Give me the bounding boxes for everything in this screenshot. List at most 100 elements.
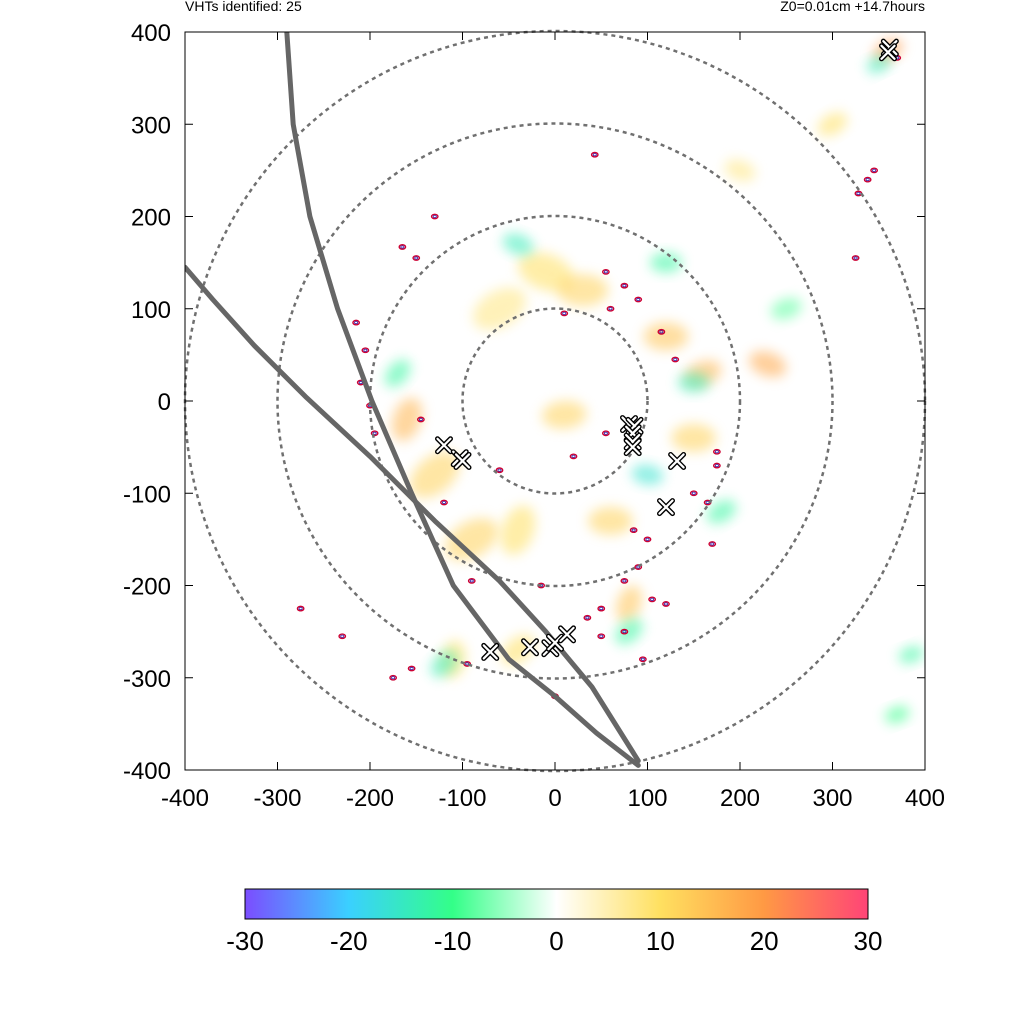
contour-spot-inner <box>441 500 446 504</box>
contour-spot <box>597 633 606 640</box>
contour-spot <box>440 499 448 506</box>
contour-spot <box>430 213 439 220</box>
contour-spot-inner <box>645 537 650 541</box>
y-tick-label: 200 <box>131 205 171 232</box>
field-blob <box>557 274 609 307</box>
field-blob <box>384 359 411 388</box>
field-blob <box>588 506 633 535</box>
contour-spot <box>854 190 863 197</box>
vht-marker <box>453 451 472 470</box>
field-blob <box>500 505 536 555</box>
vht-marker <box>558 625 577 644</box>
y-tick-label: 400 <box>131 20 171 47</box>
contour-spot-inner <box>673 357 678 361</box>
y-tick-label: 300 <box>131 112 171 139</box>
contour-spot <box>620 628 629 635</box>
y-tick-label: -400 <box>123 758 171 785</box>
contour-spot-inner <box>414 256 419 260</box>
field-blob <box>643 322 689 351</box>
contour-spot-inner <box>856 191 861 195</box>
field-blob <box>615 618 643 645</box>
field-blob <box>817 112 848 137</box>
contour-spot-inner <box>432 214 437 218</box>
contour-spot <box>634 296 643 303</box>
contour-spot <box>708 541 717 547</box>
x-tick-label: 100 <box>627 785 667 812</box>
contour-spot-inner <box>585 616 590 620</box>
contour-spot-inner <box>865 178 870 182</box>
colorbar-tick-label: -10 <box>434 926 472 956</box>
contour-spot <box>296 605 305 612</box>
field-blob <box>502 233 534 256</box>
vht-marker <box>546 633 564 652</box>
vht-marker-inner <box>559 626 575 642</box>
field-blob <box>749 351 787 378</box>
contour-spot <box>870 167 879 174</box>
contour-spot-inner <box>599 607 604 611</box>
colorbar-tick-label: 20 <box>750 926 779 956</box>
x-tick-label: -200 <box>346 785 394 812</box>
x-tick-label: 400 <box>905 785 945 812</box>
field-blob <box>445 518 499 561</box>
vht-marker-inner <box>658 499 674 515</box>
field-blob <box>866 55 891 74</box>
contour-spot-inner <box>599 634 604 638</box>
contour-spot-inner <box>631 528 636 532</box>
contour-spot <box>597 605 606 612</box>
contour-spot-inner <box>298 607 303 611</box>
vht-marker-inner <box>454 453 471 469</box>
contour-spot-inner <box>622 579 627 583</box>
contour-spot <box>370 430 379 437</box>
colorbar <box>244 888 869 920</box>
contour-spot <box>361 347 370 354</box>
contour-spot-inner <box>622 630 627 634</box>
x-tick-label: 0 <box>548 785 561 812</box>
contour-spot <box>648 596 657 603</box>
contour-spot-inner <box>562 311 567 315</box>
vorticity-field <box>384 38 924 724</box>
field-blob <box>706 499 737 524</box>
contour-spot <box>389 674 398 681</box>
vht-marker <box>521 638 540 657</box>
contour-spot-inner <box>636 565 641 569</box>
vht-marker-inner <box>522 639 538 655</box>
field-blob <box>391 397 423 442</box>
vht-marker-inner <box>436 437 452 453</box>
field-blob <box>671 423 717 452</box>
contour-spot-inner <box>659 330 664 334</box>
contour-spot-inner <box>358 381 363 385</box>
y-tick-label: 100 <box>131 297 171 324</box>
contour-spot <box>495 467 504 474</box>
contour-spot <box>712 462 721 469</box>
contour-spot <box>398 244 407 250</box>
contour-spot-inner <box>409 667 414 671</box>
contour-spot <box>560 310 569 317</box>
x-tick-label: -400 <box>161 785 209 812</box>
axes: -400 -300 -200 -100 0 100 200 300 400 400 300 200 10… <box>123 20 945 812</box>
contour-spot <box>620 282 629 289</box>
contour-spot <box>601 430 610 437</box>
field-blob <box>884 705 910 724</box>
contour-spot-inner <box>372 431 377 435</box>
contour-spot-inner <box>363 348 368 352</box>
contour-spot-inner <box>592 153 597 157</box>
range-ring <box>368 214 742 588</box>
contour-spot-inner <box>710 542 715 546</box>
contour-spot <box>671 356 680 363</box>
contour-spot <box>407 665 416 672</box>
contour-spot-inner <box>608 307 613 311</box>
contour-spot-inner <box>853 256 858 260</box>
contour-spot-inner <box>603 270 608 274</box>
contour-spot <box>620 577 629 584</box>
contour-spot <box>352 319 361 326</box>
field-blob <box>650 252 682 273</box>
y-tick-label: -100 <box>123 481 171 508</box>
field-blob <box>409 451 460 498</box>
range-ring <box>461 307 649 495</box>
contour-spot <box>412 255 421 261</box>
contour-spot-inner <box>340 634 345 638</box>
colorbar-tick-label: 10 <box>646 926 675 956</box>
x-tick-label: 200 <box>720 785 760 812</box>
colorbar-tick-label: 30 <box>854 926 883 956</box>
